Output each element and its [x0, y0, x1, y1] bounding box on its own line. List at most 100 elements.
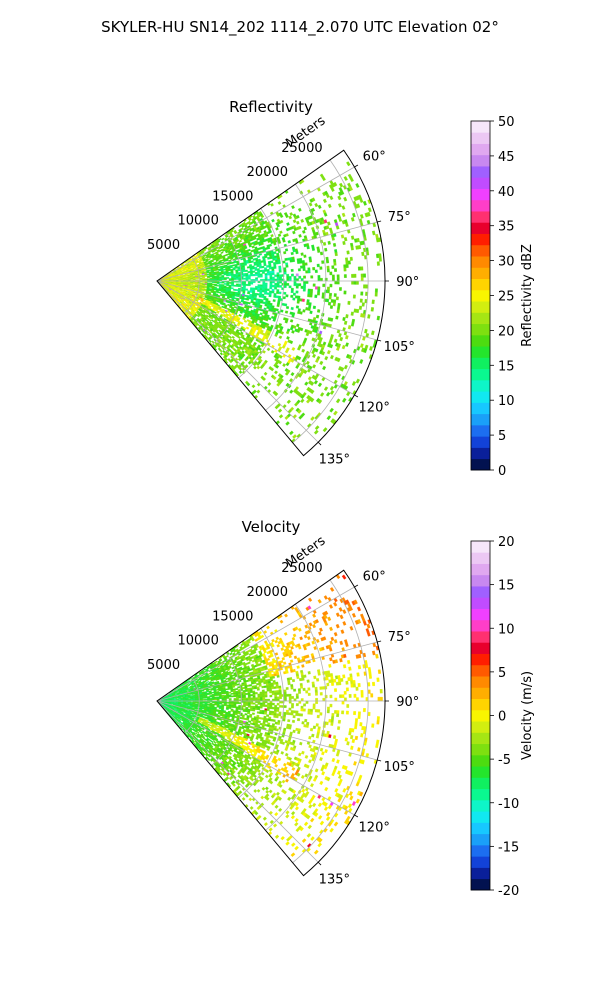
radar-cell [291, 330, 295, 334]
radar-cell [236, 299, 239, 302]
radar-cell [243, 282, 246, 285]
radar-cell [256, 365, 261, 370]
radar-cell [305, 332, 310, 337]
radar-cell [378, 257, 382, 262]
radar-cell [336, 277, 340, 282]
radar-cell [234, 266, 238, 269]
radar-cell [337, 306, 341, 311]
radar-cell [209, 276, 213, 278]
radar-cell [321, 260, 325, 264]
radar-cell [174, 300, 177, 303]
radar-cell [264, 255, 268, 259]
radar-cell [303, 283, 306, 287]
radar-cell [371, 330, 375, 336]
radar-cell [302, 262, 306, 266]
radar-cell [263, 263, 267, 267]
radar-cell [279, 230, 283, 234]
radar-cell [350, 311, 354, 316]
range-tick-label: 10000 [177, 214, 218, 229]
radar-cell [271, 268, 275, 272]
radar-cell [238, 314, 242, 317]
radar-cell [271, 272, 275, 276]
radar-cell [276, 272, 280, 275]
radar-cell [268, 294, 272, 298]
radar-cell [300, 252, 304, 256]
radar-cell [327, 286, 330, 291]
radar-cell [341, 205, 346, 210]
radar-cell [264, 269, 268, 272]
radar-cell [278, 335, 283, 339]
radar-cell [322, 283, 326, 288]
radar-cell [233, 288, 236, 291]
radar-cell [292, 292, 296, 296]
radar-cell [264, 276, 268, 280]
radar-cell [195, 278, 198, 280]
azimuth-tick-label: 120° [359, 400, 390, 415]
radar-cell [276, 304, 280, 308]
radar-cell [306, 245, 310, 250]
radar-cell [283, 251, 287, 255]
radar-cell [226, 297, 230, 300]
colorbar-tick-label: 30 [498, 255, 515, 270]
radar-cell [262, 282, 266, 285]
radar-cell [329, 305, 334, 309]
radar-cell [198, 298, 202, 301]
figure-title: SKYLER-HU SN14_202 1114_2.070 UTC Elevat… [101, 18, 499, 37]
radar-cell [221, 278, 225, 281]
radar-cell [338, 333, 342, 338]
radar-cell [218, 289, 222, 292]
radar-cell [336, 346, 340, 351]
radar-cell [206, 273, 210, 276]
radar-cell [325, 259, 330, 264]
radar-cell [285, 264, 289, 268]
radar-cell [355, 378, 361, 384]
colorbar-segment [471, 323, 490, 336]
radar-cell [313, 379, 319, 385]
radar-cell [317, 286, 321, 290]
radar-cell [263, 371, 268, 376]
radar-cell [211, 283, 215, 286]
radar-cell [345, 314, 349, 319]
radar-cell [376, 261, 380, 266]
radar-cell [346, 250, 350, 255]
radar-cell [251, 245, 255, 249]
radar-cell [312, 305, 316, 310]
radar-cell [254, 287, 258, 290]
colorbar-segment [471, 177, 490, 189]
radar-cell [252, 273, 256, 277]
radar-cell [257, 289, 260, 292]
radar-cell [227, 269, 231, 272]
radar-cell [375, 233, 379, 239]
radar-cell [367, 207, 372, 213]
radar-cell [336, 274, 340, 279]
radar-cell [327, 221, 331, 226]
radar-cell [320, 277, 323, 282]
radar-cell [192, 283, 196, 285]
radar-cell [309, 294, 313, 298]
radar-cell [271, 288, 275, 292]
radar-cell [295, 283, 299, 287]
colorbar-tick-label: 5 [498, 429, 506, 444]
radar-cell [333, 293, 337, 297]
radar-cell [247, 275, 251, 278]
radar-cell [283, 285, 287, 288]
radar-cell [305, 360, 310, 366]
radar-cell [292, 230, 296, 235]
radar-cell [290, 287, 294, 291]
radar-cell [291, 273, 294, 277]
radar-cell [280, 309, 284, 313]
radar-cell [325, 298, 330, 303]
radar-cell [247, 274, 251, 277]
radar-cell [279, 274, 282, 277]
radar-cell [305, 270, 309, 274]
radar-cell [295, 290, 299, 294]
radar-cell [332, 242, 337, 247]
radar-cell [331, 236, 335, 241]
radar-cell [317, 275, 321, 279]
radar-cell [247, 248, 251, 252]
radar-cell [312, 353, 316, 358]
colorbar-segment [471, 447, 490, 460]
radar-cell [272, 299, 276, 302]
radar-cell [282, 239, 286, 243]
